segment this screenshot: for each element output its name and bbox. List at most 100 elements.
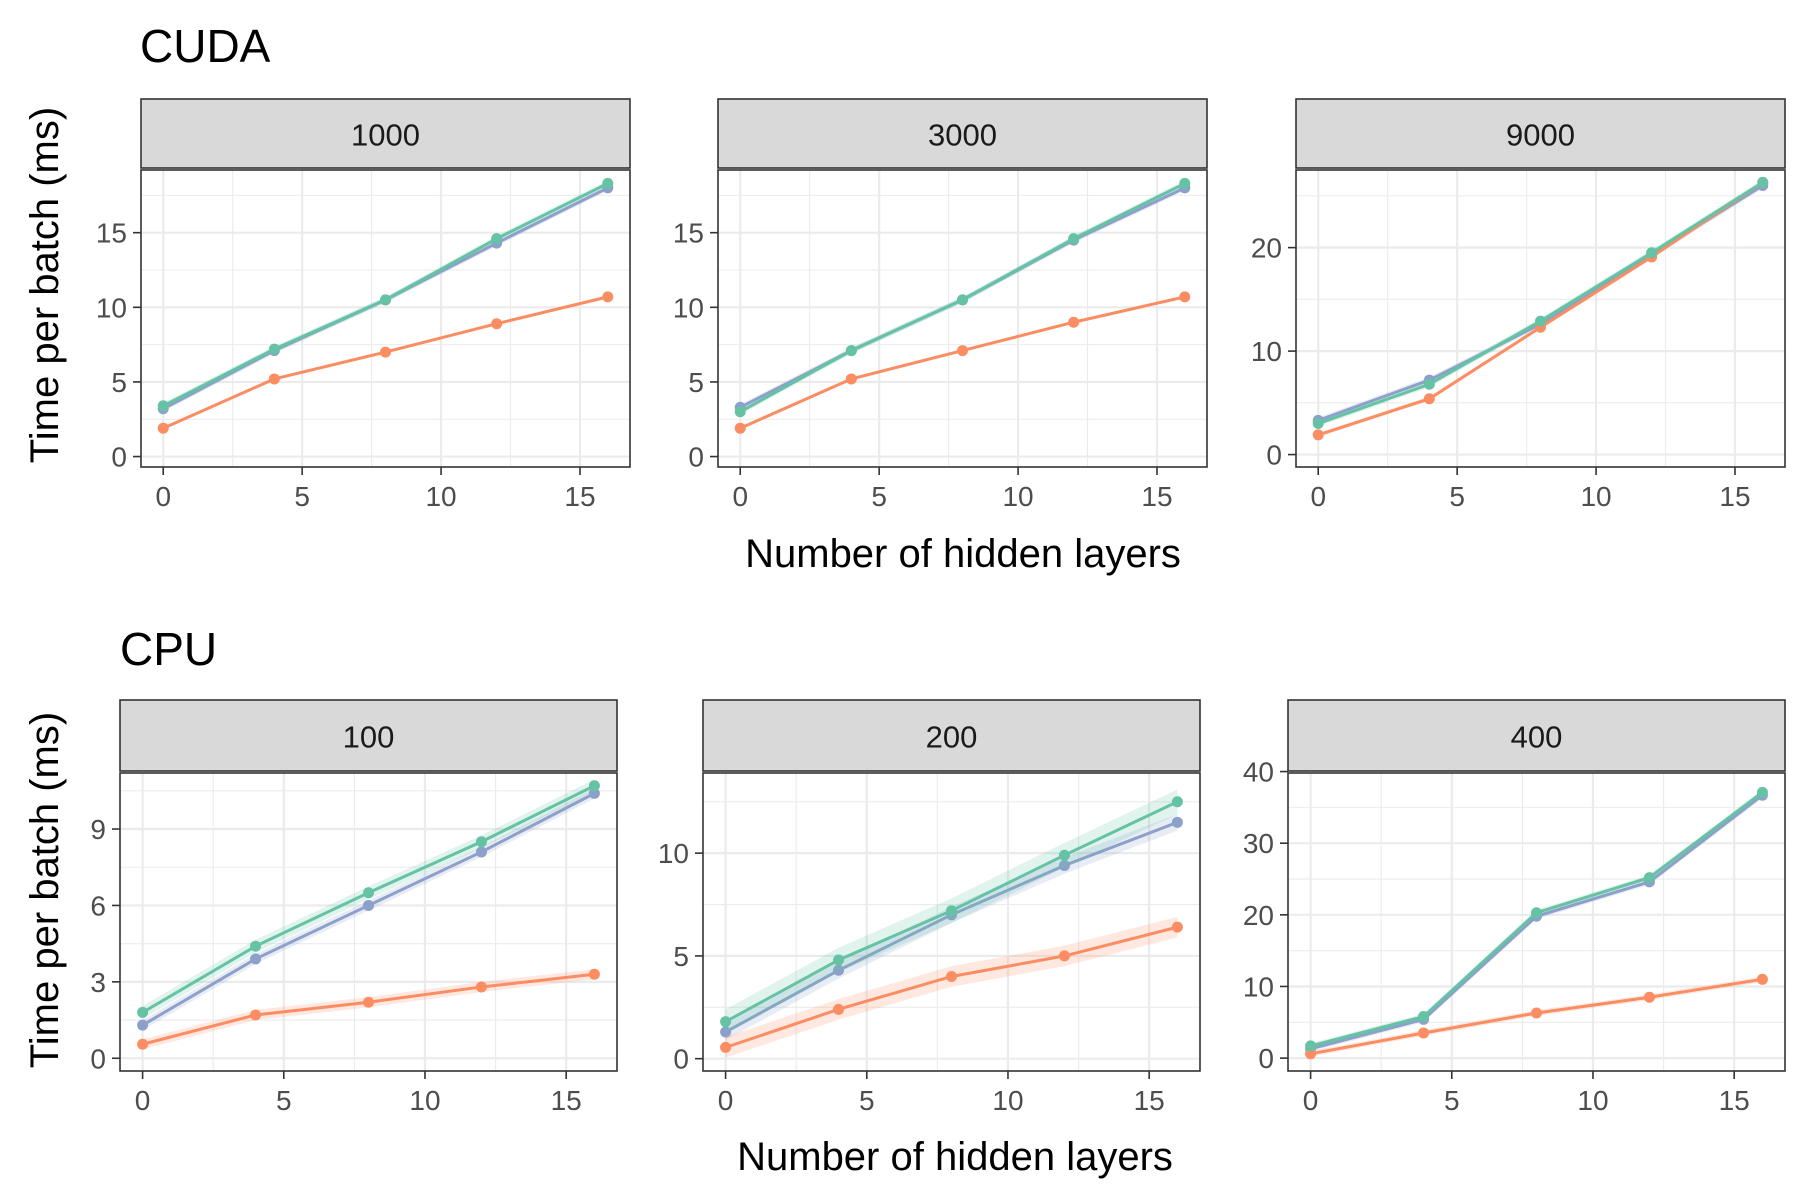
data-point-purple (1171, 816, 1183, 828)
data-point-orange (845, 373, 857, 385)
panel-3000: 3000 0 5 10 15 0 5 10 15 (673, 98, 1208, 512)
y-tick-label: 15 (96, 218, 127, 249)
data-point-green (833, 954, 845, 966)
data-point-green (1756, 786, 1768, 798)
section-title-cuda: CUDA (140, 20, 271, 72)
data-point-green (1535, 315, 1546, 327)
x-axis-title-cpu: Number of hidden layers (737, 1135, 1173, 1179)
data-point-green (268, 343, 280, 355)
section-title-cpu: CPU (120, 623, 217, 675)
data-point-orange (268, 373, 280, 385)
strip-background (1295, 98, 1786, 169)
series-band-orange (740, 295, 1185, 430)
y-axis-title-cpu: Time per batch (ms) (23, 712, 67, 1068)
y-tick-label: 0 (1258, 1043, 1274, 1074)
y-tick-label: 0 (90, 1043, 106, 1074)
data-point-green (157, 400, 169, 412)
data-point-green (1312, 418, 1324, 430)
strip-background (702, 699, 1201, 772)
panel-border (140, 169, 631, 468)
y-tick-label: 3 (90, 967, 106, 998)
data-point-green (1171, 796, 1183, 808)
y-tick-label: 10 (1251, 336, 1282, 367)
panel-border (702, 772, 1201, 1072)
panel-border (119, 772, 618, 1072)
x-tick-label: 15 (1134, 1085, 1165, 1116)
y-tick-label: 10 (96, 292, 127, 323)
x-tick-label: 10 (425, 481, 456, 512)
data-point-green (588, 780, 600, 792)
strip-label: 3000 (928, 118, 997, 153)
data-point-green (363, 887, 374, 899)
x-tick-label: 0 (732, 481, 748, 512)
series-line-green (1317, 181, 1764, 425)
data-point-green (475, 836, 487, 848)
data-point-orange (1305, 1048, 1317, 1060)
series-band-orange (163, 295, 608, 430)
y-tick-label: 15 (673, 218, 704, 249)
y-tick-label: 40 (1243, 757, 1274, 788)
data-point-orange (734, 422, 746, 434)
x-tick-label: 0 (1310, 481, 1326, 512)
x-tick-label: 15 (1719, 1085, 1750, 1116)
x-tick-label: 15 (1141, 481, 1172, 512)
y-tick-label: 10 (658, 838, 689, 869)
strip-background (119, 699, 618, 772)
data-point-purple (137, 1019, 149, 1031)
data-point-green (137, 1006, 149, 1018)
data-point-orange (588, 968, 600, 980)
x-tick-label: 10 (1580, 481, 1611, 512)
data-point-orange (1312, 429, 1324, 441)
y-tick-label: 0 (1266, 440, 1282, 471)
strip-label: 200 (926, 720, 978, 755)
strip-background (1287, 699, 1786, 772)
x-tick-label: 0 (135, 1085, 151, 1116)
panel-border (1295, 169, 1786, 468)
data-point-green (491, 233, 503, 245)
strip-label: 1000 (351, 118, 420, 153)
data-point-orange (720, 1041, 732, 1053)
data-point-green (946, 905, 957, 917)
series-line-orange (162, 295, 609, 430)
series-band-green (1318, 179, 1763, 427)
data-point-orange (1756, 973, 1768, 985)
data-point-orange (250, 1009, 262, 1021)
x-tick-label: 5 (1449, 481, 1465, 512)
y-tick-label: 0 (673, 1044, 689, 1075)
y-tick-label: 20 (1243, 900, 1274, 931)
strip-label: 400 (1511, 720, 1563, 755)
y-tick-label: 30 (1243, 828, 1274, 859)
data-point-green (845, 345, 857, 357)
series-band-purple (1318, 182, 1763, 424)
series-line-orange (739, 295, 1186, 430)
data-point-orange (957, 345, 968, 357)
data-point-green (1305, 1040, 1317, 1052)
x-tick-label: 5 (871, 481, 887, 512)
data-point-green (1058, 849, 1070, 861)
data-point-purple (588, 787, 600, 799)
x-tick-label: 10 (409, 1085, 440, 1116)
data-point-orange (1058, 950, 1070, 962)
y-tick-label: 6 (90, 890, 106, 921)
y-tick-label: 5 (111, 367, 127, 398)
x-tick-label: 5 (859, 1085, 875, 1116)
panel-9000: 9000 0 5 10 15 0 10 20 (1251, 98, 1786, 512)
x-tick-label: 5 (294, 481, 310, 512)
y-tick-label: 0 (111, 442, 127, 473)
y-tick-label: 10 (673, 292, 704, 323)
data-point-purple (363, 899, 374, 911)
data-point-green (1418, 1011, 1430, 1023)
panel-100: 100 0 5 10 15 0 3 6 9 (90, 699, 618, 1116)
data-point-orange (1418, 1027, 1430, 1039)
strip-background (140, 98, 631, 169)
x-tick-label: 0 (718, 1085, 734, 1116)
data-point-orange (363, 996, 374, 1008)
data-point-green (720, 1016, 732, 1028)
data-point-purple (475, 846, 487, 858)
panel-200: 200 0 5 10 15 0 5 10 (658, 699, 1201, 1116)
x-tick-label: 15 (551, 1085, 582, 1116)
data-point-orange (491, 318, 503, 330)
data-point-orange (833, 1003, 845, 1015)
strip-background (717, 98, 1208, 169)
